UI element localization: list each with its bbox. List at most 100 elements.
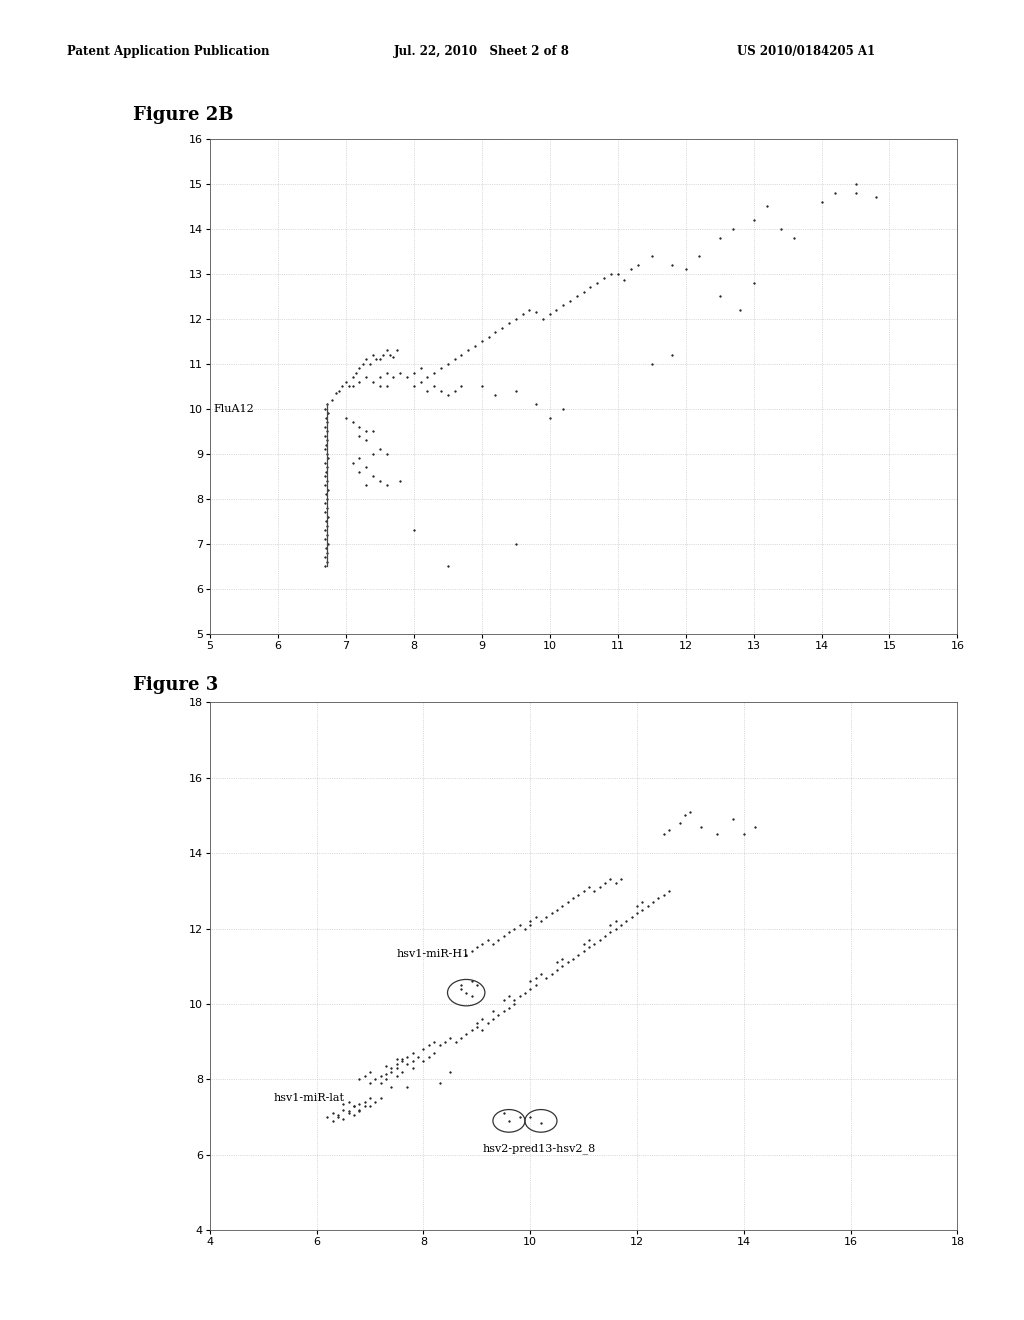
Point bbox=[319, 1106, 336, 1127]
Point bbox=[786, 227, 803, 248]
Point bbox=[442, 1061, 459, 1082]
Point bbox=[453, 974, 469, 995]
Point bbox=[316, 466, 333, 487]
Text: hsv2-pred13-hsv2_8: hsv2-pred13-hsv2_8 bbox=[482, 1143, 596, 1154]
Point bbox=[664, 345, 680, 366]
Point bbox=[501, 997, 517, 1018]
Point bbox=[575, 933, 592, 954]
Point bbox=[496, 990, 512, 1011]
Point bbox=[586, 933, 602, 954]
Point bbox=[442, 1027, 459, 1048]
Point bbox=[463, 970, 479, 991]
Text: Figure 2B: Figure 2B bbox=[133, 106, 233, 124]
Point bbox=[319, 533, 336, 554]
Point bbox=[527, 974, 544, 995]
Point bbox=[317, 502, 334, 523]
Point bbox=[469, 937, 485, 958]
Point bbox=[365, 371, 381, 392]
Point bbox=[317, 556, 334, 577]
Point bbox=[467, 335, 483, 356]
Point bbox=[317, 425, 334, 446]
Point bbox=[607, 911, 624, 932]
Point bbox=[410, 1047, 426, 1068]
Point bbox=[365, 345, 381, 366]
Point bbox=[317, 399, 334, 420]
Point bbox=[388, 1053, 404, 1074]
Point bbox=[732, 300, 749, 321]
Point bbox=[317, 434, 334, 455]
Point bbox=[346, 1096, 362, 1117]
Point bbox=[373, 1088, 389, 1109]
Point bbox=[404, 1057, 421, 1078]
Point bbox=[317, 407, 334, 428]
Point bbox=[316, 416, 333, 437]
Point bbox=[521, 300, 538, 321]
Point bbox=[358, 367, 375, 388]
Point bbox=[317, 451, 334, 473]
Point bbox=[522, 915, 539, 936]
Point bbox=[607, 917, 624, 939]
Point bbox=[454, 345, 470, 366]
Point bbox=[344, 451, 360, 473]
Point bbox=[385, 367, 401, 388]
Point bbox=[392, 470, 409, 491]
Text: hsv1-miR-lat: hsv1-miR-lat bbox=[274, 1093, 345, 1104]
Point bbox=[319, 403, 336, 424]
Point bbox=[319, 488, 336, 510]
Point bbox=[416, 1039, 432, 1060]
Point bbox=[368, 1069, 384, 1090]
Point bbox=[446, 380, 463, 401]
Point bbox=[634, 899, 650, 920]
Point bbox=[575, 281, 592, 302]
Point bbox=[474, 933, 490, 954]
Point bbox=[612, 915, 629, 936]
Point bbox=[490, 1005, 507, 1026]
Point bbox=[348, 362, 365, 383]
Point bbox=[346, 1096, 362, 1117]
Text: Patent Application Publication: Patent Application Publication bbox=[67, 45, 269, 58]
Point bbox=[496, 1001, 512, 1022]
Point bbox=[542, 304, 558, 325]
Point bbox=[501, 1110, 517, 1131]
Point bbox=[565, 948, 582, 969]
Point bbox=[351, 1069, 368, 1090]
Point bbox=[469, 1016, 485, 1038]
Point bbox=[379, 339, 395, 360]
Point bbox=[416, 1049, 432, 1071]
Point bbox=[335, 1100, 351, 1121]
Point bbox=[383, 1076, 399, 1097]
Point bbox=[446, 348, 463, 370]
Point bbox=[508, 380, 524, 401]
Point bbox=[746, 816, 763, 837]
Point bbox=[436, 1031, 453, 1052]
Point bbox=[382, 345, 398, 366]
Point bbox=[597, 925, 613, 946]
Point bbox=[712, 285, 728, 306]
Point bbox=[583, 276, 599, 297]
Point bbox=[439, 556, 456, 577]
Point bbox=[596, 268, 612, 289]
Point bbox=[660, 880, 677, 902]
Point bbox=[388, 1065, 404, 1086]
Point bbox=[328, 383, 344, 404]
Point bbox=[458, 1023, 474, 1044]
Point bbox=[421, 1047, 437, 1068]
Point bbox=[735, 824, 752, 845]
Point bbox=[473, 375, 489, 396]
Point bbox=[351, 1100, 368, 1121]
Point bbox=[354, 352, 371, 374]
Point bbox=[522, 970, 539, 991]
Point bbox=[318, 393, 335, 414]
Point bbox=[554, 956, 570, 977]
Point bbox=[629, 895, 645, 916]
Point bbox=[341, 375, 357, 396]
Text: Jul. 22, 2010   Sheet 2 of 8: Jul. 22, 2010 Sheet 2 of 8 bbox=[394, 45, 570, 58]
Point bbox=[356, 1096, 373, 1117]
Point bbox=[725, 218, 741, 239]
Point bbox=[351, 1101, 368, 1122]
Point bbox=[399, 1076, 416, 1097]
Point bbox=[548, 300, 564, 321]
Point bbox=[319, 543, 336, 564]
Point bbox=[324, 389, 340, 411]
Point bbox=[643, 246, 659, 267]
